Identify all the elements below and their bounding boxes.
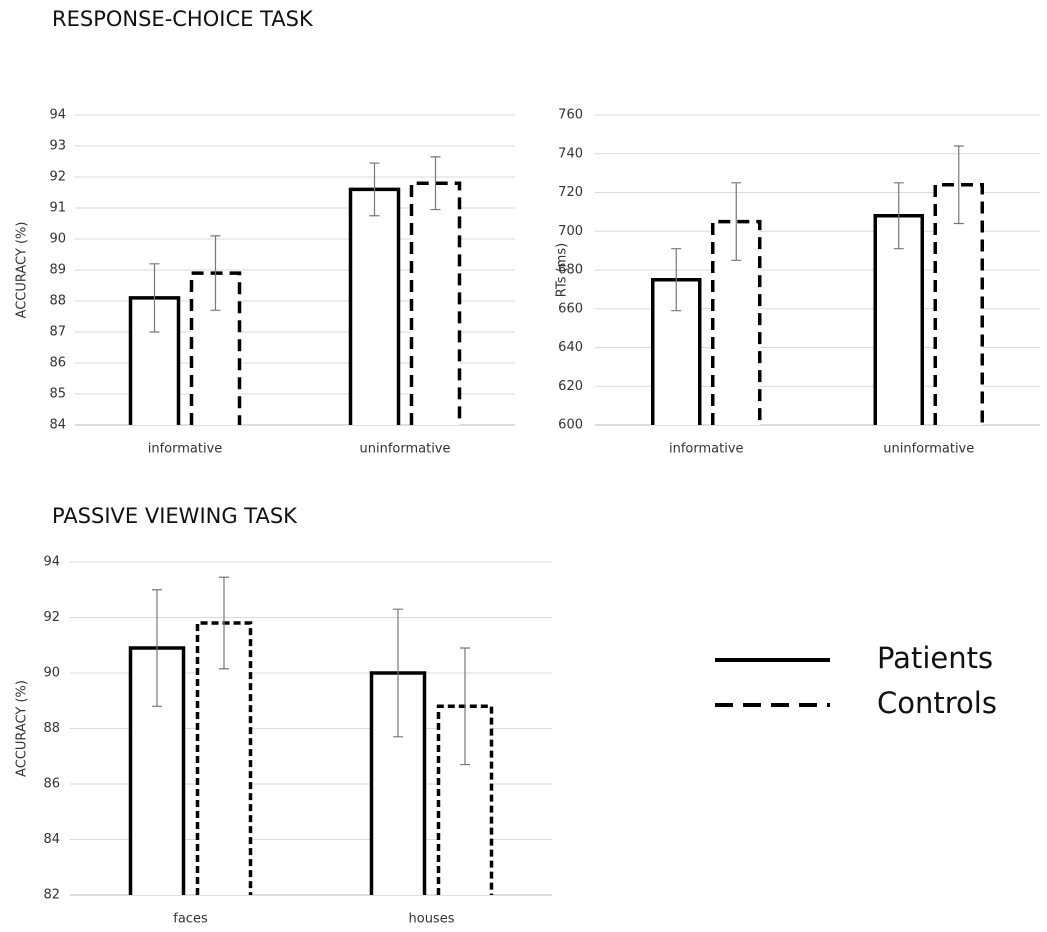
error-bar (731, 182, 742, 261)
y-tick-label: 90 (49, 232, 66, 247)
error-bar (671, 248, 682, 312)
y-tick-label: 86 (43, 777, 60, 792)
y-tick-label: 90 (43, 666, 60, 681)
y-tick-label: 84 (43, 832, 60, 847)
bar (711, 219, 762, 425)
y-tick-label: 93 (49, 139, 66, 154)
x-tick-label: houses (409, 912, 455, 927)
y-tick-label: 680 (558, 263, 583, 278)
chart-title: PASSIVE VIEWING TASK (52, 504, 298, 528)
y-axis-label: ACCURACY (%) (15, 222, 30, 319)
y-tick-label: 89 (49, 263, 66, 278)
bar (933, 183, 984, 425)
y-tick-label: 660 (558, 301, 583, 316)
error-bar (152, 589, 162, 707)
y-tick-label: 620 (558, 379, 583, 394)
error-bar (210, 235, 221, 311)
bar (348, 187, 401, 425)
y-tick-label: 740 (558, 146, 583, 161)
y-tick-label: 82 (43, 888, 60, 903)
y-axis-label: ACCURACY (%) (15, 680, 30, 777)
y-tick-label: 92 (49, 170, 66, 185)
x-tick-label: uninformative (359, 442, 450, 457)
error-bar (430, 156, 441, 211)
y-tick-label: 720 (558, 185, 583, 200)
chart-title: RESPONSE-CHOICE TASK (52, 7, 314, 31)
x-tick-label: uninformative (883, 442, 974, 457)
y-axis-label: RTs (ms) (555, 243, 570, 297)
y-tick-label: 86 (49, 356, 66, 371)
x-tick-label: informative (669, 442, 744, 457)
y-tick-label: 92 (43, 610, 60, 625)
y-tick-label: 760 (558, 108, 583, 123)
y-tick-label: 87 (49, 325, 66, 340)
error-bar (953, 145, 964, 225)
y-tick-label: 84 (49, 418, 66, 433)
y-tick-label: 94 (43, 555, 60, 570)
legend-label: Patients (877, 641, 993, 675)
y-tick-label: 91 (49, 201, 66, 216)
y-tick-label: 88 (43, 721, 60, 736)
y-tick-label: 700 (558, 224, 583, 239)
error-bar (219, 576, 229, 670)
x-tick-label: faces (173, 912, 208, 927)
error-bar (893, 182, 904, 250)
y-tick-label: 640 (558, 340, 583, 355)
x-tick-label: informative (148, 442, 223, 457)
error-bar (149, 263, 160, 333)
error-bar (460, 647, 470, 766)
legend-label: Controls (877, 686, 997, 720)
bar (409, 181, 462, 425)
y-tick-label: 85 (49, 387, 66, 402)
error-bar (369, 162, 380, 217)
y-tick-label: 88 (49, 294, 66, 309)
y-tick-label: 94 (49, 108, 66, 123)
y-tick-label: 600 (558, 418, 583, 433)
error-bar (393, 608, 403, 738)
